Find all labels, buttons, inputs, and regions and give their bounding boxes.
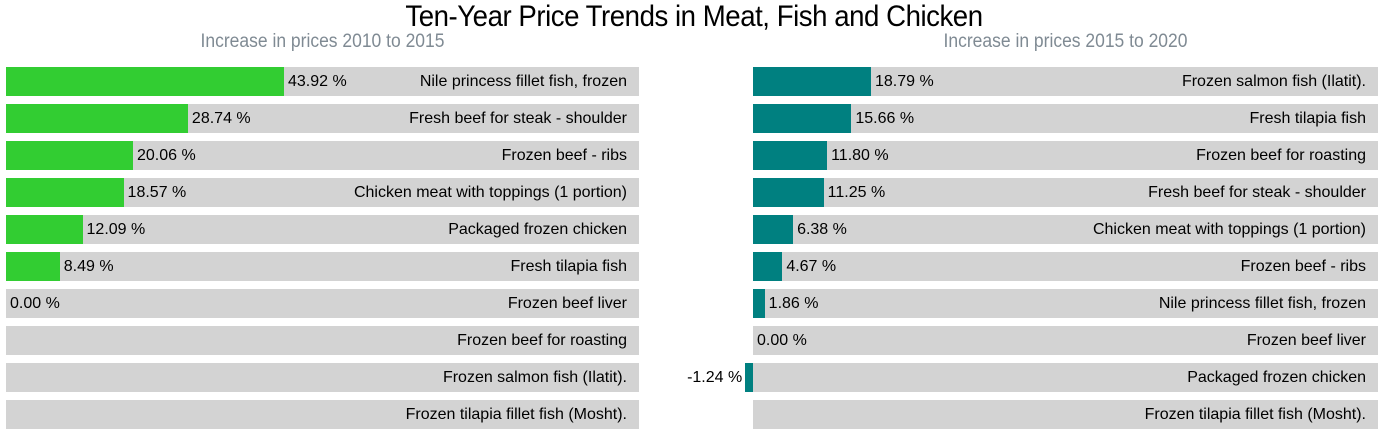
bar: [753, 67, 871, 96]
category-label: Frozen tilapia fillet fish (Mosht).: [405, 406, 627, 423]
category-label: Frozen beef - ribs: [1240, 258, 1366, 275]
bar-track: [753, 289, 1378, 318]
data-label: 43.92 %: [288, 73, 347, 90]
data-label: 11.25 %: [827, 184, 886, 201]
bar-track: [6, 400, 639, 429]
bar-track: [753, 141, 1378, 170]
data-label: 28.74 %: [191, 110, 251, 127]
bar: [753, 215, 794, 244]
category-label: Frozen beef for roasting: [1196, 147, 1366, 164]
category-label: Fresh beef for steak - shoulder: [409, 110, 627, 127]
bar: [6, 67, 284, 96]
bar: [6, 215, 83, 244]
category-label: Chicken meat with toppings (1 portion): [1092, 221, 1366, 238]
data-label: 18.57 %: [127, 184, 187, 201]
data-label: 18.79 %: [875, 73, 934, 90]
category-label: Chicken meat with toppings (1 portion): [353, 184, 627, 201]
bar: [6, 141, 133, 170]
data-label: 20.06 %: [136, 147, 196, 164]
data-label: 15.66 %: [855, 110, 915, 127]
bar-track: [753, 400, 1378, 429]
bar-track: [753, 104, 1378, 133]
category-label: Frozen salmon fish (Ilatit).: [1181, 73, 1366, 90]
data-label: -1.24 %: [687, 369, 743, 386]
category-label: Nile princess fillet fish, frozen: [419, 73, 627, 90]
bar-track: [753, 326, 1378, 355]
bar: [753, 104, 852, 133]
data-label: 6.38 %: [797, 221, 847, 238]
category-label: Fresh beef for steak - shoulder: [1148, 184, 1366, 201]
data-label: 0.00 %: [757, 332, 807, 349]
bar: [6, 252, 60, 281]
category-label: Frozen tilapia fillet fish (Mosht).: [1144, 406, 1366, 423]
bar-track: [6, 363, 639, 392]
bar-track: [6, 252, 639, 281]
category-label: Frozen beef liver: [1246, 332, 1366, 349]
bar: [753, 289, 765, 318]
data-label: 0.00 %: [10, 295, 60, 312]
category-label: Frozen beef for roasting: [457, 332, 627, 349]
bar-track: [6, 289, 639, 318]
chart-title: Ten-Year Price Trends in Meat, Fish and …: [405, 0, 983, 33]
data-label: 12.09 %: [86, 221, 146, 238]
left-chart-subtitle: Increase in prices 2010 to 2015: [200, 31, 445, 52]
bar: [6, 104, 188, 133]
bar-track: [753, 363, 1378, 392]
bar: [745, 363, 753, 392]
category-label: Fresh tilapia fish: [1249, 110, 1367, 127]
bar-track: [6, 326, 639, 355]
bar: [6, 178, 124, 207]
category-label: Nile princess fillet fish, frozen: [1158, 295, 1366, 312]
bar: [753, 178, 824, 207]
data-label: 11.80 %: [831, 147, 889, 164]
bar-track: [753, 215, 1378, 244]
bar: [753, 141, 828, 170]
category-label: Frozen salmon fish (Ilatit).: [442, 369, 627, 386]
bar-track: [753, 178, 1378, 207]
data-label: 8.49 %: [63, 258, 114, 275]
bar-track: [6, 215, 639, 244]
bar: [753, 252, 783, 281]
right-chart-subtitle: Increase in prices 2015 to 2020: [943, 31, 1188, 52]
bar-track: [753, 252, 1378, 281]
category-label: Frozen beef liver: [507, 295, 627, 312]
category-label: Fresh tilapia fish: [510, 258, 628, 275]
data-label: 1.86 %: [768, 295, 819, 312]
category-label: Packaged frozen chicken: [1187, 369, 1366, 386]
data-label: 4.67 %: [786, 258, 837, 275]
category-label: Packaged frozen chicken: [448, 221, 627, 238]
category-label: Frozen beef - ribs: [501, 147, 627, 164]
